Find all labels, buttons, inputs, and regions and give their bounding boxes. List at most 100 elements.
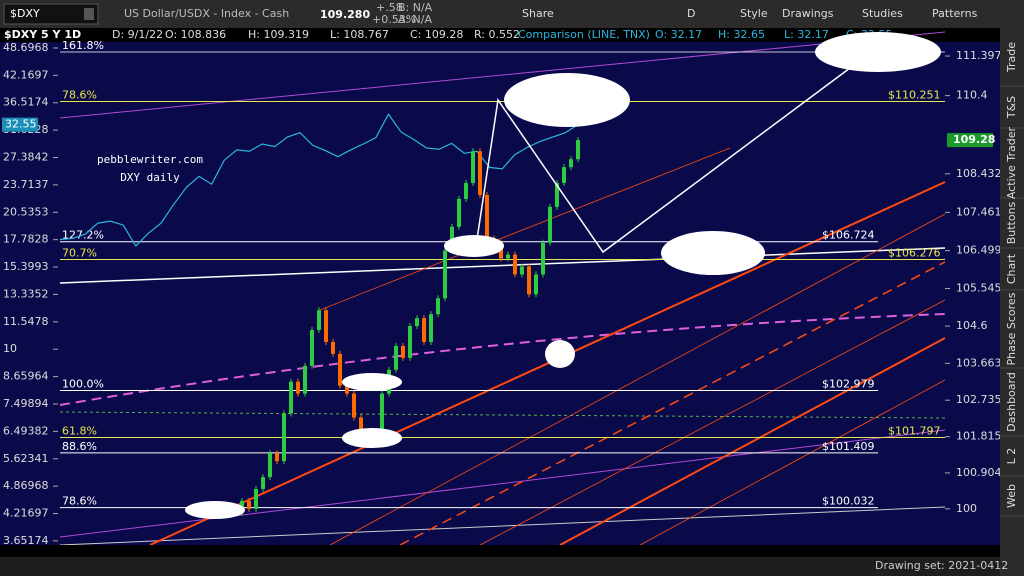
candle <box>555 183 559 207</box>
candle <box>478 151 482 195</box>
sidebar-tabs: Trade T&S Active Trader Buttons Chart Phase S… <box>1000 42 1024 517</box>
y2-tick-label: 13.3352 <box>3 287 49 300</box>
sidebar <box>1000 28 1024 576</box>
y-tick-label: 100 <box>956 502 977 515</box>
compare-last-box <box>2 117 38 132</box>
fib-price: $101.797 <box>888 424 941 437</box>
status-bar <box>0 557 1000 576</box>
candle <box>296 381 300 394</box>
candle <box>317 310 321 331</box>
orange-channel <box>329 213 946 546</box>
sidebar-tab[interactable]: Trade <box>1005 42 1018 73</box>
y-tick-label: 106.499 <box>956 244 1002 257</box>
toolbar-button[interactable]: Drawings <box>782 7 834 20</box>
overlays <box>185 32 941 519</box>
orange-channel <box>559 337 946 546</box>
target-ellipse <box>444 235 504 257</box>
y-tick-label: 102.735 <box>956 393 1002 406</box>
y-tick-label: 107.461 <box>956 205 1002 218</box>
y2-tick-label: 27.3842 <box>3 151 49 164</box>
y2-tick-label: 4.21697 <box>3 507 49 520</box>
plot-area <box>0 42 945 545</box>
candle <box>268 453 272 478</box>
sidebar-tab[interactable]: Active Trader <box>1005 126 1018 199</box>
toolbar-button[interactable]: Patterns <box>932 7 978 20</box>
fib-price: $106.276 <box>888 246 941 259</box>
ask: A: N/A <box>398 13 432 26</box>
y2-tick-label: 8.65964 <box>3 370 49 383</box>
candle <box>282 413 286 462</box>
candle <box>289 381 293 414</box>
y2-tick-label: 23.7137 <box>3 178 49 191</box>
toolbar-button[interactable]: Style <box>740 7 768 20</box>
annotation: pebblewriter.com <box>97 153 203 166</box>
y-tick-label: 101.815 <box>956 430 1002 443</box>
purple-line <box>59 31 946 119</box>
candle <box>562 167 566 184</box>
status: Drawing set: 2021-0412 <box>875 559 1008 572</box>
symbol-box[interactable] <box>3 3 99 25</box>
toolbar-button[interactable]: D <box>687 7 695 20</box>
candle <box>408 326 412 358</box>
last-price-label: 109.28 <box>953 133 995 146</box>
bid: B: N/A <box>398 1 433 14</box>
annotation: DXY daily <box>120 171 180 184</box>
candle <box>303 365 307 394</box>
header-cmp-open: O: 32.17 <box>655 28 702 41</box>
y2-tick-label: 5.62341 <box>3 452 49 465</box>
symbol-dropdown[interactable] <box>84 8 94 20</box>
y2-tick-label: 20.5353 <box>3 205 49 218</box>
orange-channel <box>319 147 731 311</box>
candle <box>569 159 573 168</box>
change-pct: +0.53% <box>372 13 416 26</box>
candle <box>338 353 342 386</box>
y-tick-label: 104.6 <box>956 319 988 332</box>
header-low: L: 108.767 <box>330 28 389 41</box>
toolbar-buttons: Share D Style Drawings Studies Patterns <box>522 7 978 20</box>
sidebar-tab[interactable]: L 2 <box>1005 448 1018 465</box>
y2-tick-label: 11.5478 <box>3 315 49 328</box>
last-price-box <box>947 133 993 148</box>
y2-tick-label: 6.49382 <box>3 424 49 437</box>
candle <box>261 477 265 489</box>
sidebar-tab[interactable]: T&S <box>1005 96 1018 119</box>
y-tick-label: 100.904 <box>956 466 1002 479</box>
fib-pct: 70.7% <box>62 246 97 259</box>
symbol: $DXY <box>10 7 40 20</box>
last-price: 109.280 <box>320 8 370 21</box>
candle <box>541 242 545 275</box>
right-axis <box>945 42 1000 545</box>
y2-tick-label: 48.6968 <box>3 41 49 54</box>
candle <box>520 266 524 275</box>
candle <box>513 254 517 275</box>
header-date: D: 9/1/22 <box>112 28 163 41</box>
candle <box>415 318 419 327</box>
candle <box>471 151 475 184</box>
sidebar-tab[interactable]: Chart <box>1005 253 1018 284</box>
sidebar-tab[interactable]: Buttons <box>1005 201 1018 244</box>
sidebar-tab[interactable]: Web <box>1005 484 1018 508</box>
candle <box>352 393 356 418</box>
target-ellipse <box>342 373 402 391</box>
fib-price: $106.724 <box>822 229 875 242</box>
candle <box>436 298 440 315</box>
y-tick-label: 103.663 <box>956 356 1002 369</box>
candle <box>527 266 531 295</box>
toolbar-button[interactable]: Studies <box>862 7 903 20</box>
chart-header-texts: $DXY 5 Y 1D D: 9/1/22 O: 108.836 H: 109.319… <box>4 28 892 41</box>
change: +.58 <box>376 1 403 14</box>
header-cmp-low: L: 32.17 <box>784 28 829 41</box>
y-tick-label: 108.432 <box>956 167 1002 180</box>
orange-dashed <box>399 261 946 546</box>
projection-path <box>475 67 851 254</box>
sidebar-tab[interactable]: Dashboard <box>1005 372 1018 432</box>
toolbar-button[interactable]: Share <box>522 7 554 20</box>
fib-price: $100.032 <box>822 495 875 508</box>
y2-tick-label: 7.49894 <box>3 397 49 410</box>
candle <box>324 310 328 342</box>
sidebar-tab[interactable]: Phase Scores <box>1005 292 1018 365</box>
y2-tick-label: 17.7828 <box>3 233 49 246</box>
candle <box>247 500 251 509</box>
candle <box>429 314 433 342</box>
